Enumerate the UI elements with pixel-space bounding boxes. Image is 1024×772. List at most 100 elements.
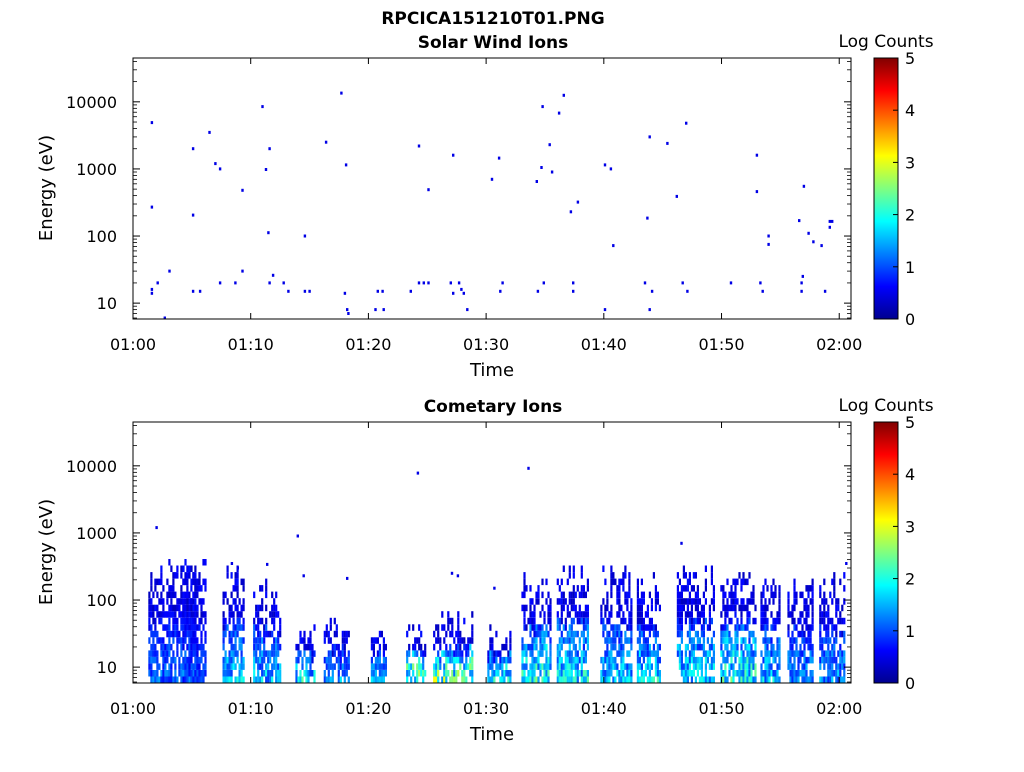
count-cell <box>829 591 832 599</box>
count-cell <box>702 637 705 644</box>
count-cell <box>418 663 421 670</box>
count-cell <box>584 624 587 631</box>
count-cell <box>345 663 348 670</box>
count-pixel <box>343 291 347 295</box>
count-cell <box>162 604 165 612</box>
count-cell <box>154 650 157 657</box>
count-cell <box>700 624 703 631</box>
count-cell <box>738 624 741 631</box>
count-cell <box>692 643 695 651</box>
count-cell <box>164 643 167 651</box>
count-cell <box>742 604 745 612</box>
count-cell <box>827 611 830 618</box>
count-cell <box>696 643 699 651</box>
count-cell <box>618 598 621 605</box>
count-cell <box>766 650 769 657</box>
count-cell <box>726 643 729 651</box>
count-cell <box>150 624 153 631</box>
count-cell <box>805 637 808 644</box>
count-cell <box>835 624 838 631</box>
count-cell <box>768 663 771 670</box>
count-cell <box>309 656 312 664</box>
count-cell <box>686 611 689 618</box>
count-cell <box>275 591 278 599</box>
count-cell <box>776 617 779 625</box>
count-cell <box>690 643 693 651</box>
count-cell <box>748 650 751 657</box>
count-cell <box>702 630 705 638</box>
count-cell <box>166 643 169 651</box>
count-cell <box>608 611 611 618</box>
count-cell <box>196 656 199 664</box>
count-cell <box>646 643 649 651</box>
count-cell <box>823 611 826 618</box>
count-cell <box>451 656 454 664</box>
count-cell <box>576 585 579 592</box>
count-cell <box>271 591 274 599</box>
cometary-y-tick-label: 100 <box>86 591 117 610</box>
count-cell <box>678 650 681 657</box>
count-cell <box>764 630 767 638</box>
count-cell <box>242 585 245 592</box>
count-cell <box>418 670 421 677</box>
count-cell <box>694 617 697 625</box>
count-cell <box>275 643 278 651</box>
count-cell <box>604 676 607 683</box>
count-cell <box>166 670 169 677</box>
solar-wind-x-tick-label: 01:30 <box>463 335 509 354</box>
count-cell <box>797 656 800 664</box>
cometary-x-tick-label: 02:00 <box>816 699 862 718</box>
count-cell <box>453 637 456 644</box>
count-pixel <box>267 231 270 235</box>
count-cell <box>172 604 175 612</box>
count-cell <box>198 585 201 592</box>
count-cell <box>580 663 583 670</box>
count-cell <box>684 650 687 657</box>
count-cell <box>821 611 824 618</box>
count-cell <box>277 670 280 677</box>
count-cell <box>265 624 268 631</box>
count-cell <box>443 650 446 657</box>
count-cell <box>545 598 548 605</box>
count-pixel <box>685 121 688 125</box>
count-cell <box>323 656 326 664</box>
count-cell <box>606 670 609 677</box>
count-cell <box>228 611 231 618</box>
count-cell <box>620 650 623 657</box>
count-cell <box>525 624 528 631</box>
count-cell <box>265 578 268 586</box>
count-pixel <box>409 289 412 293</box>
count-cell <box>166 591 169 599</box>
count-cell <box>746 656 749 664</box>
count-cell <box>793 591 796 599</box>
count-cell <box>734 611 737 618</box>
count-cell <box>624 572 627 579</box>
count-cell <box>556 617 559 625</box>
count-cell <box>793 650 796 657</box>
count-cell <box>543 643 546 651</box>
count-cell <box>182 656 185 664</box>
count-cell <box>807 604 810 612</box>
count-cell <box>469 670 472 677</box>
count-cell <box>188 572 191 579</box>
count-cell <box>614 643 617 651</box>
count-cell <box>345 670 348 677</box>
count-pixel <box>603 163 607 167</box>
count-cell <box>766 676 769 683</box>
count-cell <box>255 611 258 618</box>
count-cell <box>204 663 207 670</box>
count-cell <box>172 650 175 657</box>
count-cell <box>202 578 205 586</box>
count-cell <box>578 591 581 599</box>
count-cell <box>574 630 577 638</box>
count-cell <box>566 578 569 586</box>
count-cell <box>192 630 195 638</box>
count-cell <box>616 598 619 605</box>
count-cell <box>720 611 723 618</box>
count-cell <box>694 598 697 605</box>
count-cell <box>776 663 779 670</box>
count-cell <box>176 617 179 625</box>
solar-wind-x-tick-label: 01:20 <box>345 335 391 354</box>
count-cell <box>564 650 567 657</box>
count-cell <box>240 604 243 612</box>
